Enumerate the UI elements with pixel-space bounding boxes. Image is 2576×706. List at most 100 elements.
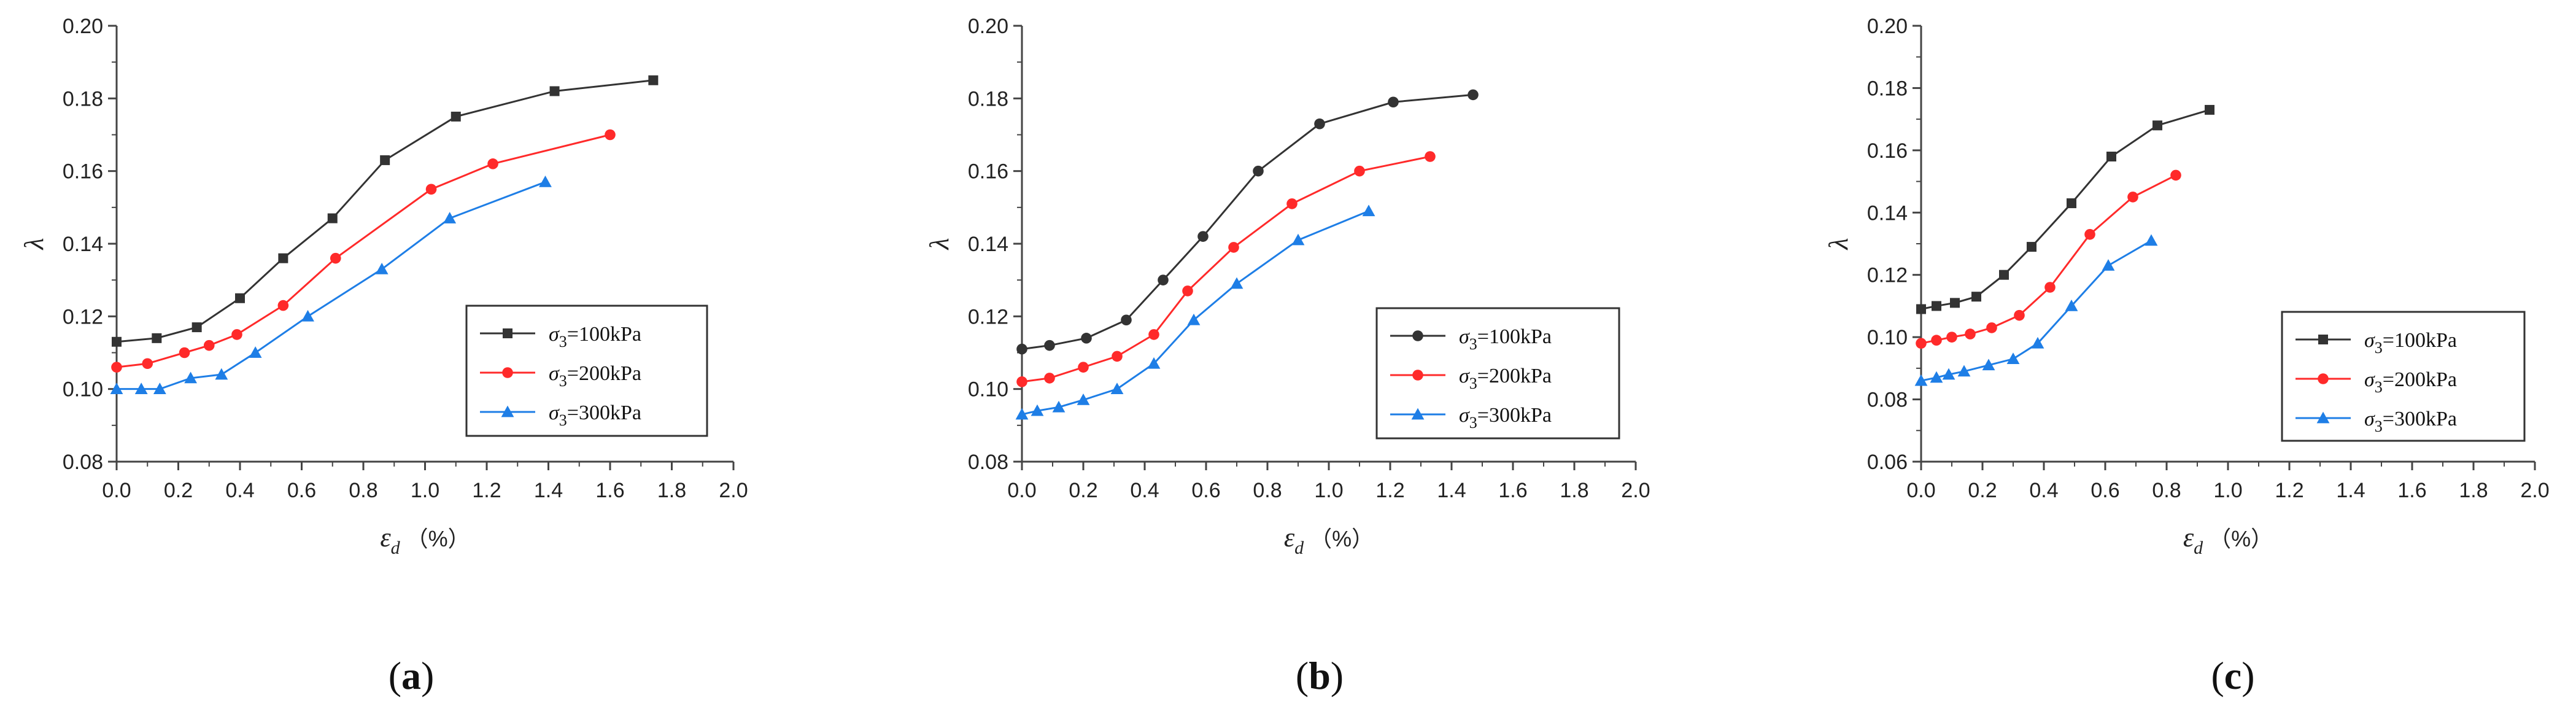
data-point [2067, 198, 2076, 209]
data-point [235, 293, 245, 303]
data-point [1932, 301, 1941, 311]
x-tick-label: 2.0 [1621, 479, 1650, 502]
data-point [1077, 394, 1090, 405]
data-point [1950, 298, 1960, 308]
x-tick-label: 0.4 [225, 479, 254, 502]
y-tick-label: 0.12 [1867, 264, 1908, 287]
data-point [605, 129, 616, 141]
series-line [116, 79, 654, 343]
data-point [375, 263, 389, 274]
data-point [249, 346, 262, 358]
y-tick-label: 0.14 [1867, 201, 1908, 225]
data-point [111, 362, 122, 373]
data-point [2145, 234, 2158, 246]
chart-panel-1: 0.0 0.2 0.4 0.6 0.8 1.0 1.2 1.4 1.6 1.8 2.0 0.08 0.1… [19, 15, 748, 697]
x-tick-label: 0.8 [349, 479, 377, 502]
data-point [1986, 322, 1997, 333]
data-point [1930, 371, 1943, 383]
data-point [1016, 376, 1027, 387]
data-point [142, 358, 153, 370]
data-point [2065, 300, 2078, 311]
data-point [231, 329, 242, 340]
chart-panel-3: 0.0 0.2 0.4 0.6 0.8 1.0 1.2 1.4 1.6 1.8 2.0 0.06 0.0… [1824, 15, 2550, 697]
y-tick-label: 0.18 [63, 87, 103, 111]
series-line [1920, 109, 2210, 310]
data-point [1016, 343, 1027, 355]
series-line [1021, 155, 1431, 383]
y-axis-title: λ [1824, 238, 1854, 250]
data-point [1957, 365, 1971, 377]
legend: σ3=100kPa σ3=200kPa σ3=300kPa [465, 305, 708, 437]
data-point [1081, 333, 1092, 344]
x-tick-label: 2.0 [719, 479, 748, 502]
data-point [153, 382, 166, 394]
x-tick-label: 1.8 [2459, 479, 2488, 502]
panel-label: (a) [389, 654, 435, 697]
data-point [1468, 89, 1479, 101]
data-point [539, 176, 552, 187]
x-tick-label: 1.0 [2213, 479, 2242, 502]
series-line [117, 181, 546, 390]
data-point [152, 333, 162, 343]
series-3 [1914, 234, 2158, 386]
data-point [327, 213, 338, 223]
data-point [1052, 400, 1066, 413]
y-axis-title: λ [19, 238, 49, 250]
data-point [2127, 192, 2138, 203]
data-point [2027, 242, 2036, 252]
x-tick-label: 0.4 [2029, 479, 2058, 502]
series-line [1920, 174, 2176, 344]
data-point [1362, 204, 1375, 217]
data-point [1916, 338, 1927, 349]
data-point [1187, 313, 1201, 325]
x-tick-label: 1.0 [1314, 479, 1343, 502]
x-tick-label: 1.4 [2336, 479, 2365, 502]
y-tick-label: 0.10 [63, 378, 103, 401]
data-point [1121, 314, 1132, 326]
legend-label: σ3=300kPa [1459, 404, 1552, 432]
y-tick-label: 0.16 [1867, 139, 1908, 163]
y-axis-title: λ [924, 238, 954, 250]
x-axis-title: εd （%） [380, 522, 470, 558]
legend-marker [502, 367, 513, 378]
x-tick-label: 0.0 [1906, 479, 1935, 502]
data-point [277, 300, 289, 311]
data-point [110, 382, 123, 394]
y-tick-label: 0.06 [1867, 451, 1908, 474]
data-point [2084, 228, 2095, 240]
x-tick-label: 1.2 [1375, 479, 1404, 502]
data-point [1946, 332, 1957, 343]
y-tick-label: 0.20 [968, 15, 1008, 38]
data-point [380, 155, 390, 165]
data-point [1230, 277, 1244, 289]
x-tick-label: 2.0 [2520, 479, 2549, 502]
y-tick-label: 0.20 [1867, 15, 1908, 38]
y-tick-label: 0.08 [63, 451, 103, 474]
data-point [179, 347, 190, 359]
legend-marker [2316, 411, 2330, 424]
x-tick-label: 1.4 [534, 479, 563, 502]
legend-marker [2318, 335, 2328, 344]
data-point [1015, 408, 1029, 420]
x-tick-label: 0.6 [1191, 479, 1220, 502]
data-point [2170, 169, 2181, 181]
y-tick-label: 0.20 [63, 15, 103, 38]
legend-marker [503, 328, 512, 338]
data-point [184, 371, 197, 384]
data-point [1314, 118, 1325, 130]
data-point [215, 368, 228, 380]
data-point [1078, 362, 1089, 373]
panel-label: (b) [1296, 654, 1344, 697]
y-tick-label: 0.16 [63, 160, 103, 184]
x-tick-label: 1.6 [2397, 479, 2426, 502]
x-tick-label: 0.4 [1130, 479, 1159, 502]
data-point [1999, 270, 2009, 280]
series-1 [1916, 104, 2214, 314]
data-point [191, 322, 202, 333]
x-tick-label: 0.6 [287, 479, 316, 502]
data-point [2106, 152, 2116, 161]
panel-label: (c) [2211, 654, 2254, 697]
legend-label: σ3=300kPa [2364, 408, 2457, 435]
y-tick-label: 0.10 [1867, 326, 1908, 349]
data-point [1916, 304, 1926, 314]
